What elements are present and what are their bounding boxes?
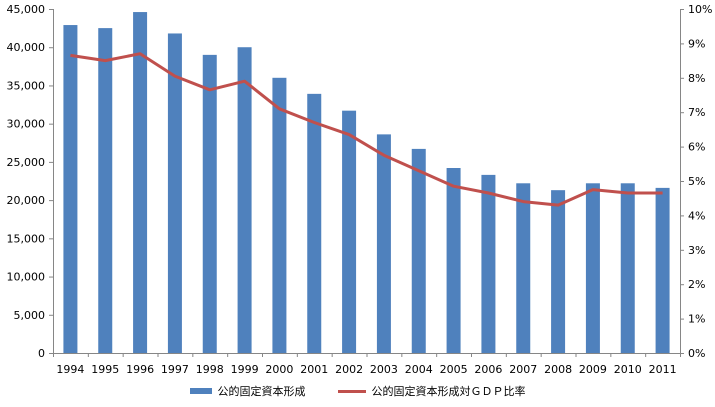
x-axis-labels: 1994 1995 1996 1997 1998 1999 2000 2001 2002 2003… <box>53 353 681 376</box>
right-tick-label: 2% <box>688 278 705 291</box>
x-tick-label: 2004 <box>405 363 433 376</box>
left-tick-label: 40,000 <box>7 41 46 54</box>
left-tick-label: 25,000 <box>7 156 46 169</box>
right-tick-label: 10% <box>688 3 712 16</box>
x-tick-label: 2009 <box>579 363 607 376</box>
left-tick-label: 10,000 <box>7 271 46 284</box>
bar <box>516 183 531 353</box>
right-tick-label: 8% <box>688 72 705 85</box>
left-tick-label: 15,000 <box>7 232 46 245</box>
legend-item-bar: 公的固定資本形成 <box>189 383 306 399</box>
right-tick-label: 4% <box>688 209 705 222</box>
bar <box>376 134 391 353</box>
right-tick-label: 1% <box>688 313 705 326</box>
bar <box>620 183 635 353</box>
bar <box>342 110 357 353</box>
x-tick-label: 2005 <box>440 363 468 376</box>
x-tick-label: 1996 <box>126 363 154 376</box>
bar <box>655 187 670 353</box>
bar <box>307 93 322 353</box>
x-tick-label: 2007 <box>509 363 537 376</box>
left-axis-ticks: 0 5,000 10,000 15,000 20,000 25,000 30,000 35,0… <box>7 3 53 360</box>
bar <box>446 168 461 353</box>
x-tick-label: 2010 <box>614 363 642 376</box>
left-tick-label: 5,000 <box>14 309 46 322</box>
right-tick-label: 0% <box>688 347 705 360</box>
line-group <box>70 52 663 207</box>
left-tick-label: 0 <box>38 347 45 360</box>
x-tick-label: 2003 <box>370 363 398 376</box>
x-tick-label: 2002 <box>335 363 363 376</box>
x-tick-label: 1998 <box>196 363 224 376</box>
ratio-line <box>70 52 663 207</box>
right-tick-label: 6% <box>688 141 705 154</box>
bar <box>551 190 566 353</box>
bar <box>272 77 287 354</box>
bar <box>585 183 600 353</box>
x-tick-label: 2008 <box>544 363 572 376</box>
bar <box>411 148 426 353</box>
legend-swatch-bar <box>189 388 212 394</box>
bar <box>481 174 496 353</box>
bar <box>63 25 78 353</box>
legend-swatch-line <box>337 389 366 393</box>
bar <box>98 28 113 353</box>
bar <box>237 47 252 353</box>
right-axis-ticks: 0% 1% 2% 3% 4% 5% 6% 7% 8% 9% 10% <box>680 3 712 360</box>
x-tick-label: 2011 <box>649 363 677 376</box>
bar <box>133 12 148 354</box>
bars-group <box>63 12 670 354</box>
x-tick-label: 1997 <box>161 363 189 376</box>
bar <box>202 54 217 353</box>
x-tick-label: 2006 <box>474 363 502 376</box>
right-tick-label: 3% <box>688 244 705 257</box>
bar <box>167 33 182 354</box>
x-tick-label: 1994 <box>56 363 84 376</box>
left-tick-label: 45,000 <box>7 3 46 16</box>
left-tick-label: 30,000 <box>7 118 46 131</box>
x-tick-label: 2000 <box>265 363 293 376</box>
left-tick-label: 20,000 <box>7 194 46 207</box>
legend-item-line: 公的固定資本形成対ＧＤＰ比率 <box>337 383 526 399</box>
right-tick-label: 9% <box>688 37 705 50</box>
x-tick-label: 1995 <box>91 363 119 376</box>
legend-label-bar: 公的固定資本形成 <box>217 385 306 398</box>
x-tick-label: 2001 <box>300 363 328 376</box>
right-tick-label: 7% <box>688 106 705 119</box>
x-tick-label: 1999 <box>231 363 259 376</box>
right-tick-label: 5% <box>688 175 705 188</box>
legend: 公的固定資本形成 公的固定資本形成対ＧＤＰ比率 <box>0 380 715 402</box>
legend-label-line: 公的固定資本形成対ＧＤＰ比率 <box>371 385 526 398</box>
left-tick-label: 35,000 <box>7 79 46 92</box>
